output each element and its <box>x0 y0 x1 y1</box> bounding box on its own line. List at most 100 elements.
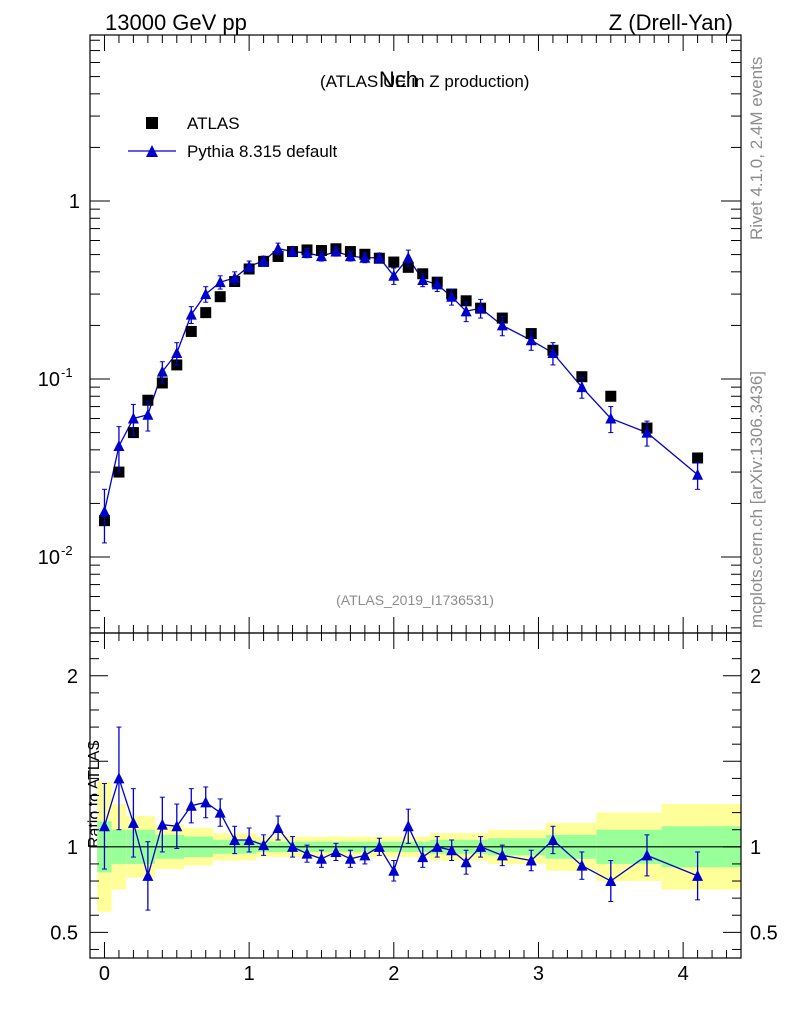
ratio-point <box>446 844 458 856</box>
atlas-point <box>214 291 226 303</box>
mc-point <box>359 251 371 263</box>
ratio-point <box>475 840 487 852</box>
ratio-point <box>185 799 197 811</box>
mc-point <box>315 250 327 262</box>
atlas-point <box>142 394 154 406</box>
y-tick-label: 10 <box>38 547 60 569</box>
ratio-point <box>496 849 508 861</box>
header-energy: 13000 GeV pp <box>105 10 247 35</box>
ratio-point <box>315 852 327 864</box>
mc-point <box>446 290 458 302</box>
main-data-layer <box>98 242 704 544</box>
mc-point <box>142 408 154 420</box>
atlas-point <box>605 390 617 402</box>
ratio-point <box>373 840 385 852</box>
ratio-point <box>692 869 704 881</box>
mc-point <box>373 251 385 263</box>
ratio-point <box>301 847 313 859</box>
ratio-y-tick-label-right: 2 <box>750 666 761 688</box>
ratio-point <box>547 833 559 845</box>
legend-data-marker <box>146 117 158 129</box>
mc-point <box>388 269 400 281</box>
ratio-point <box>525 854 537 866</box>
ratio-point <box>388 864 400 876</box>
mc-point <box>525 334 537 346</box>
mc-point <box>127 412 139 424</box>
mc-point <box>547 346 559 358</box>
header-process: Z (Drell-Yan) <box>609 10 733 35</box>
ratio-y-tick-label: 2 <box>67 666 78 688</box>
x-tick-label: 3 <box>533 963 544 985</box>
mc-line <box>103 247 699 512</box>
x-tick-label: 0 <box>99 963 110 985</box>
atlas-point <box>576 371 588 383</box>
ratio-y-tick-label-right: 1 <box>750 837 761 859</box>
mc-point <box>576 381 588 393</box>
mc-point <box>605 412 617 424</box>
legend-mc-label: Pythia 8.315 default <box>187 142 338 161</box>
ratio-point <box>113 772 125 784</box>
mc-point <box>344 250 356 262</box>
ratio-point <box>243 833 255 845</box>
mc-point <box>475 302 487 314</box>
mc-point <box>171 346 183 358</box>
ratio-point <box>258 839 270 851</box>
ratio-point <box>98 820 110 832</box>
ratio-point <box>287 840 299 852</box>
ratio-point <box>142 869 154 881</box>
ratio-frame <box>89 632 742 959</box>
ratio-y-tick-label: 1 <box>67 837 78 859</box>
mc-point <box>460 305 472 317</box>
mc-point <box>417 273 429 285</box>
ratio-point <box>344 852 356 864</box>
y-tick-label: 10 <box>38 369 60 391</box>
atlas-point <box>402 261 414 273</box>
mc-point <box>185 308 197 320</box>
ratio-point <box>605 875 617 887</box>
analysis-id: (ATLAS_2019_I1736531) <box>336 592 494 608</box>
plot-title-main: Nch <box>379 67 418 92</box>
y-tick-exponent: -2 <box>61 543 73 558</box>
ratio-point <box>272 822 284 833</box>
mc-point <box>330 245 342 257</box>
x-tick-label: 2 <box>388 963 399 985</box>
mc-point <box>156 365 168 377</box>
mc-point <box>272 242 284 254</box>
ratio-point <box>127 816 139 828</box>
x-tick-label: 4 <box>678 963 689 985</box>
ratio-point <box>417 851 429 863</box>
mc-point <box>258 255 270 267</box>
y-tick-label: 1 <box>69 191 80 213</box>
atlas-point <box>388 256 400 268</box>
atlas-point <box>185 325 197 337</box>
ratio-line <box>103 776 698 882</box>
ratio-point <box>431 840 443 852</box>
mc-point <box>692 468 704 480</box>
mc-point <box>229 271 241 283</box>
ratio-point <box>641 849 653 861</box>
mc-point <box>431 278 443 290</box>
rivet-version-label: Rivet 4.1.0, 2.4M events <box>747 57 766 240</box>
x-tick-label: 1 <box>244 963 255 985</box>
atlas-point <box>200 307 212 319</box>
ratio-point <box>229 833 241 845</box>
legend-data-label: ATLAS <box>187 114 240 133</box>
atlas-point <box>460 295 472 307</box>
ratio-y-tick-label: 0.5 <box>50 922 78 944</box>
y-tick-exponent: -1 <box>61 365 73 380</box>
ratio-point <box>359 849 371 861</box>
ratio-point <box>156 818 168 830</box>
mc-point <box>287 245 299 257</box>
ratio-point <box>402 820 414 832</box>
atlas-point <box>272 250 284 262</box>
ratio-point <box>576 859 588 871</box>
ratio-y-tick-label-right: 0.5 <box>750 922 778 944</box>
mcplots-credit-label: mcplots.cern.ch [arXiv:1306.3436] <box>747 371 766 628</box>
ratio-data-layer <box>98 726 704 911</box>
mc-point <box>98 505 110 517</box>
atlas-point <box>692 452 704 464</box>
ratio-point <box>330 845 342 857</box>
mc-point <box>641 426 653 438</box>
ratio-point <box>200 796 212 808</box>
